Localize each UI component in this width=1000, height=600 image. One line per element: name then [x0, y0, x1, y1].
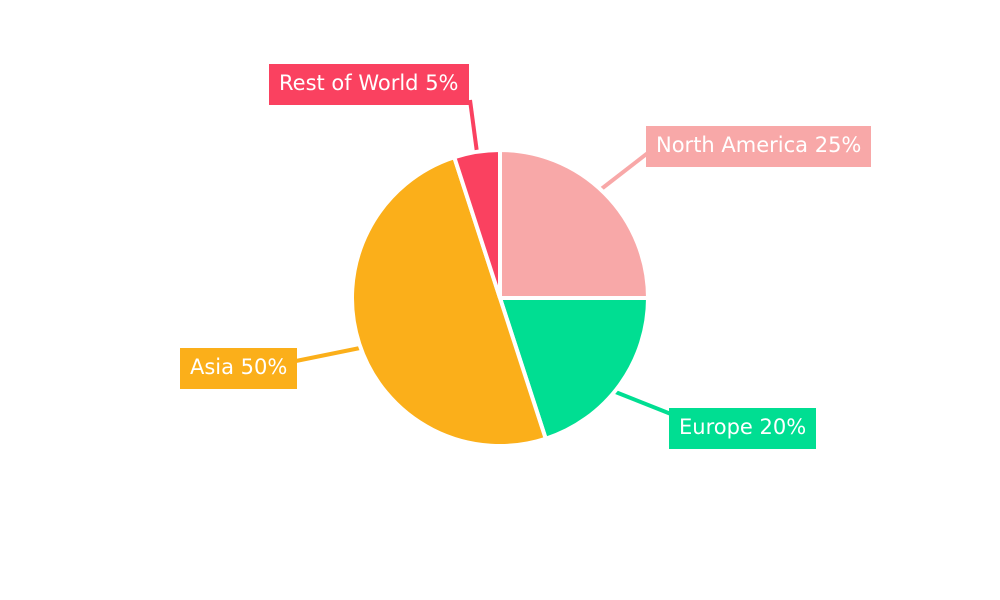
pie-slice-asia[interactable] — [350, 154, 549, 448]
pie-slice-north-america[interactable] — [498, 147, 651, 300]
pie-slice-europe[interactable] — [497, 296, 651, 442]
pie-label-rest-of-world: Rest of World 5% — [269, 64, 469, 105]
leader-line-asia — [290, 346, 361, 364]
pie-slice-rest-of-world[interactable] — [451, 147, 502, 299]
pie-slices — [350, 147, 651, 448]
pie-label-europe: Europe 20% — [669, 408, 817, 449]
pie-label-north-america: North America 25% — [646, 126, 872, 167]
pie-label-asia: Asia 50% — [180, 348, 298, 389]
